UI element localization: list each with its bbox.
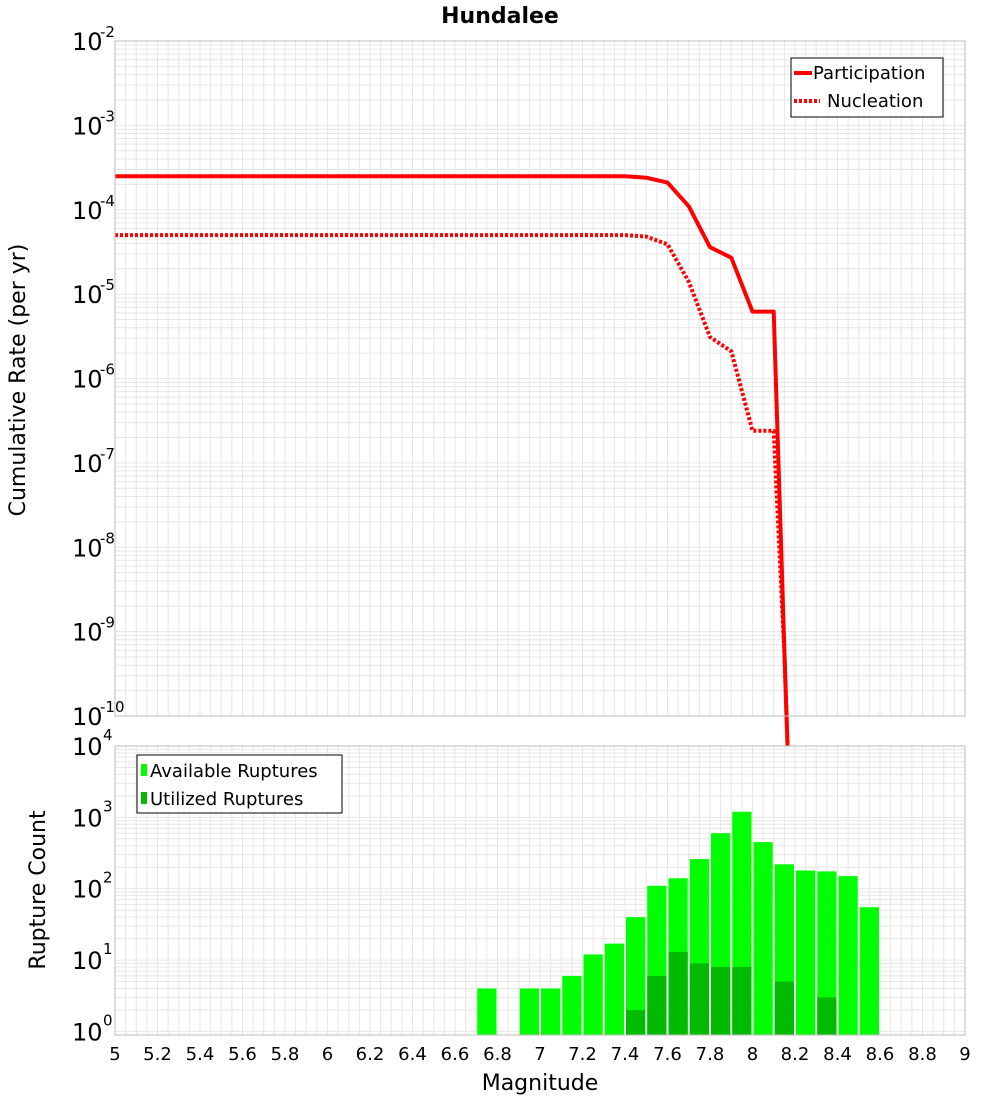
- rate-y-tick-exponent: -6: [100, 361, 115, 379]
- x-tick-label: 9: [959, 1044, 970, 1065]
- rate-y-tick-exponent: -2: [100, 23, 115, 41]
- count-y-tick-label: 10: [72, 804, 103, 832]
- legend-available-swatch: [141, 764, 147, 776]
- rate-y-tick-label: 10: [72, 619, 103, 647]
- x-tick-label: 6.4: [398, 1044, 427, 1065]
- rate-grid: [115, 41, 965, 717]
- legend-participation-label: Participation: [813, 63, 925, 84]
- x-tick-label: 8: [747, 1044, 758, 1065]
- rate-plot-frame: [114, 40, 966, 717]
- count-y-tick-label: 10: [72, 876, 103, 904]
- x-tick-label: 7.6: [653, 1044, 682, 1065]
- rate-y-tick-label: 10: [72, 703, 103, 731]
- chart-title: Hundalee: [441, 4, 559, 29]
- count-y-tick-exponent: 3: [103, 797, 113, 815]
- x-tick-label: 6: [322, 1044, 333, 1065]
- x-tick-label: 5.2: [143, 1044, 172, 1065]
- count-y-tick-exponent: 4: [103, 726, 113, 744]
- bar-utilized: [668, 951, 688, 1035]
- x-tick-label: 8.6: [866, 1044, 895, 1065]
- x-tick-label: 6.8: [483, 1044, 512, 1065]
- bar-available: [604, 943, 624, 1035]
- series-line-participation: [115, 174, 797, 970]
- bar-available: [519, 988, 539, 1035]
- bar-available: [817, 871, 837, 1035]
- bar-available: [859, 907, 879, 1035]
- x-tick-label: 7.8: [696, 1044, 725, 1065]
- count-y-tick-label: 10: [72, 733, 103, 761]
- x-tick-label: 8.2: [781, 1044, 810, 1065]
- rate-y-tick-exponent: -7: [100, 445, 115, 463]
- rate-y-tick-label: 10: [72, 112, 103, 140]
- rate-y-tick-label: 10: [72, 534, 103, 562]
- rate-y-axis-label: Cumulative Rate (per yr): [6, 244, 31, 517]
- x-tick-label: 6.2: [356, 1044, 385, 1065]
- count-bars: [477, 811, 879, 1035]
- x-tick-label: 7: [534, 1044, 545, 1065]
- rate-y-tick-exponent: -4: [100, 192, 115, 210]
- rate-y-tick-exponent: -10: [100, 698, 125, 716]
- rate-legend: Participation Nucleation: [790, 57, 944, 118]
- bar-utilized: [817, 997, 837, 1035]
- bar-available: [477, 988, 497, 1035]
- bar-available: [838, 876, 858, 1035]
- bar-utilized: [647, 975, 667, 1035]
- count-plot-frame: [114, 745, 966, 1036]
- x-tick-label: 5.6: [228, 1044, 257, 1065]
- bar-utilized: [689, 963, 709, 1035]
- x-tick-label: 5: [109, 1044, 120, 1065]
- count-y-tick-exponent: 2: [103, 869, 113, 887]
- bar-available: [541, 988, 561, 1035]
- bar-available: [796, 870, 816, 1035]
- legend-available-label: Available Ruptures: [150, 761, 318, 782]
- x-tick-label: 8.4: [823, 1044, 852, 1065]
- bar-utilized: [711, 966, 731, 1035]
- count-y-tick-label: 10: [72, 1018, 103, 1046]
- bar-available: [753, 842, 773, 1035]
- rate-y-tick-exponent: -3: [100, 107, 115, 125]
- rate-panel: 10-210-310-410-510-610-710-810-910-10 Cu…: [6, 23, 966, 970]
- bar-utilized: [774, 981, 794, 1035]
- rate-y-ticks: 10-210-310-410-510-610-710-810-910-10: [72, 23, 125, 731]
- rate-y-tick-label: 10: [72, 281, 103, 309]
- bar-available: [583, 954, 603, 1035]
- count-y-axis-label: Rupture Count: [26, 810, 51, 970]
- bar-available: [562, 975, 582, 1035]
- x-tick-label: 5.8: [271, 1044, 300, 1065]
- rate-y-tick-exponent: -9: [100, 614, 115, 632]
- count-legend: Available Ruptures Utilized Ruptures: [136, 754, 343, 814]
- x-axis-label: Magnitude: [482, 1071, 599, 1096]
- series-line-nucleation: [115, 233, 797, 970]
- rate-y-tick-exponent: -8: [100, 529, 115, 547]
- count-y-tick-exponent: 0: [103, 1011, 113, 1029]
- count-legend-box: [136, 754, 343, 814]
- count-x-ticks: 5 5.2 5.4 5.6 5.8 6 6.2 6.4 6.6 6.8 7 7.2 7.4 7.6 7.8 8…: [109, 1044, 970, 1065]
- bar-utilized: [626, 1009, 646, 1035]
- rate-legend-box: [790, 57, 944, 118]
- count-y-tick-exponent: 1: [103, 940, 113, 958]
- bar-available: [626, 917, 646, 1035]
- count-y-tick-label: 10: [72, 947, 103, 975]
- rate-y-tick-label: 10: [72, 197, 103, 225]
- legend-utilized-swatch: [141, 792, 147, 804]
- legend-utilized-label: Utilized Ruptures: [150, 789, 303, 810]
- x-tick-label: 5.4: [186, 1044, 215, 1065]
- bar-utilized: [732, 966, 752, 1035]
- rate-lines: [115, 174, 797, 970]
- rate-y-tick-label: 10: [72, 366, 103, 394]
- rate-y-tick-label: 10: [72, 28, 103, 56]
- x-tick-label: 7.2: [568, 1044, 597, 1065]
- x-tick-label: 6.6: [441, 1044, 470, 1065]
- rate-y-tick-label: 10: [72, 450, 103, 478]
- x-tick-label: 7.4: [611, 1044, 640, 1065]
- x-tick-label: 8.8: [908, 1044, 937, 1065]
- rate-y-tick-exponent: -5: [100, 276, 115, 294]
- legend-nucleation-label: Nucleation: [827, 91, 923, 112]
